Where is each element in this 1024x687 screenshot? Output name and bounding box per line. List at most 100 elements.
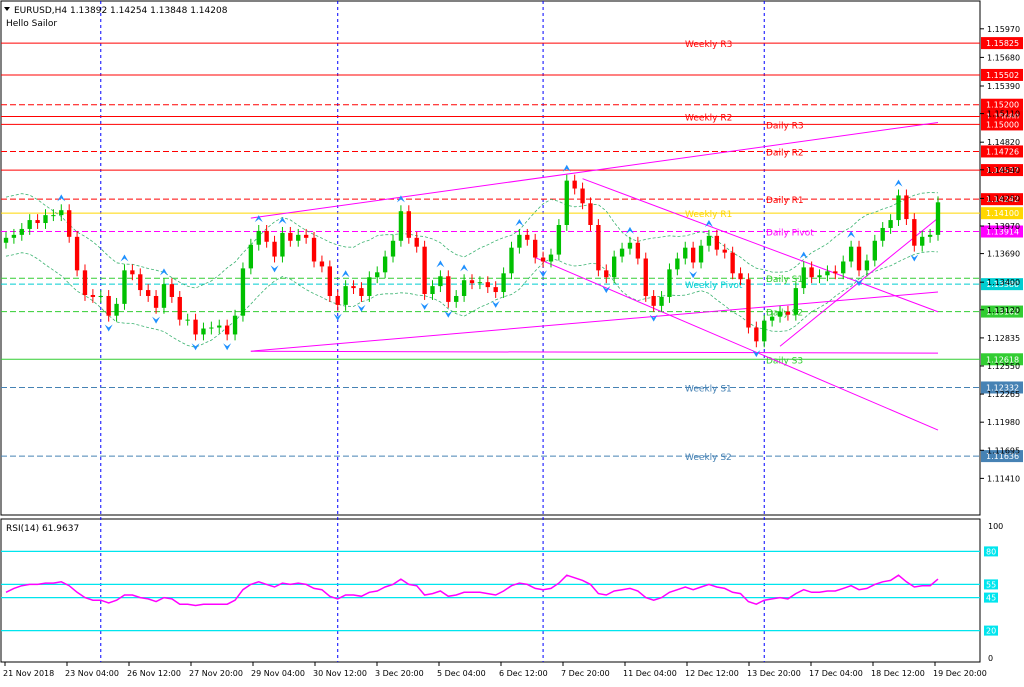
y-tick-label: 1.15970 [987,25,1020,34]
candle-body [825,271,830,276]
level-price-tag [981,207,1023,220]
candle-body [927,234,933,237]
candle-body [793,288,799,315]
candle-body [477,282,483,284]
level-price-label: 1.13102 [986,308,1019,317]
candle-body [888,220,893,228]
candle-body [90,295,96,297]
y-tick-label: 1.13690 [987,250,1020,259]
fractal-down-icon [223,343,232,351]
level-label: Daily R3 [766,121,804,131]
candle-body [422,246,427,295]
candle-body [130,270,135,275]
x-tick-label: 12 Dec 12:00 [685,669,739,678]
fractal-down-icon [191,343,200,351]
fractal-up-icon [460,264,469,272]
x-tick-label: 19 Dec 20:00 [933,669,987,678]
rsi-level-label: 55 [986,580,996,589]
candle-body [82,270,88,295]
level-price-tag [981,450,1023,463]
candle-body [335,295,340,305]
candle-body [272,241,277,257]
x-tick-label: 17 Dec 04:00 [809,669,863,678]
y-tick-label: 1.14250 [987,194,1020,203]
fractal-up-icon [704,220,713,228]
candle-body [485,282,490,288]
candle-body [169,284,175,297]
level-price-label: 1.15825 [986,39,1019,48]
fractal-down-icon [539,270,548,278]
fractal-down-icon [420,302,429,310]
fractal-down-icon [649,314,658,322]
candle-body [3,237,9,243]
candle-body [746,279,751,328]
candle-body [461,280,467,296]
candle-body [604,270,609,278]
price-axis: 1.15825 1.15502 1.15080 1.15200 1.15000 1.147… [980,25,1023,483]
candle-body [122,270,127,304]
candle-body [754,327,759,342]
fractal-up-icon [625,226,634,234]
y-tick-label: 1.15390 [987,82,1020,91]
y-tick-label: 1.11980 [987,418,1020,427]
candle-body [438,276,443,287]
candle-body [809,267,814,278]
level-label: Weekly R2 [685,114,732,124]
candle-body [74,236,80,271]
rsi-series-line [5,574,939,607]
candle-body [201,328,206,335]
candle-body [256,230,261,245]
fractal-down-icon [752,350,761,358]
y-tick-label: 1.15110 [987,110,1020,119]
fractal-up-icon [278,217,287,225]
fractal-markers [57,164,919,358]
level-label: Daily S3 [766,356,803,366]
x-tick-label: 13 Dec 20:00 [747,669,801,678]
candle-body [588,203,593,225]
fractal-down-icon [357,304,366,312]
x-tick-label: 5 Dec 04:00 [437,669,486,678]
trendline [250,291,939,352]
rsi-plot-frame [0,518,981,663]
time-axis: 21 Nov 2018 23 Nov 04:00 26 Nov 12:00 27 No… [3,662,987,678]
level-label: Daily R2 [766,148,804,158]
candle-body [106,295,111,316]
candle-body [817,275,822,278]
x-tick-label: 23 Nov 04:00 [65,669,119,678]
level-label: Daily Pivot [766,229,814,239]
fractal-down-icon [333,313,342,321]
fractal-down-icon [104,324,113,332]
level-price-label: 1.14100 [986,209,1019,218]
level-price-tag [981,68,1023,81]
candle-body [572,180,577,189]
level-price-label: 1.14242 [986,195,1019,204]
candlesticks [3,174,941,348]
x-tick-label: 30 Nov 12:00 [313,669,367,678]
level-price-label: 1.14537 [986,166,1019,175]
candle-body [311,237,317,262]
y-tick-label: 1.11695 [987,446,1020,455]
trendline [534,257,939,431]
candle-body [509,247,514,274]
level-price-tag [981,98,1023,111]
candle-body [406,211,411,238]
level-label: Weekly S1 [685,384,732,394]
candle-body [51,215,56,217]
level-label: Weekly R1 [685,210,732,220]
band-line [5,251,939,348]
fractal-up-icon [341,270,350,278]
collapse-triangle-icon[interactable] [4,7,10,11]
candle-body [469,280,475,284]
level-price-label: 1.12332 [986,383,1019,392]
level-price-tag [981,118,1023,131]
level-price-label: 1.12618 [986,355,1019,364]
candle-body [390,240,396,257]
candle-body [738,273,743,280]
candle-body [920,236,925,246]
rsi-y-tick-label: 100 [988,522,1003,531]
candle-body [240,268,246,316]
y-tick-label: 1.14820 [987,138,1020,147]
candle-body [319,261,325,267]
candle-body [303,234,309,238]
